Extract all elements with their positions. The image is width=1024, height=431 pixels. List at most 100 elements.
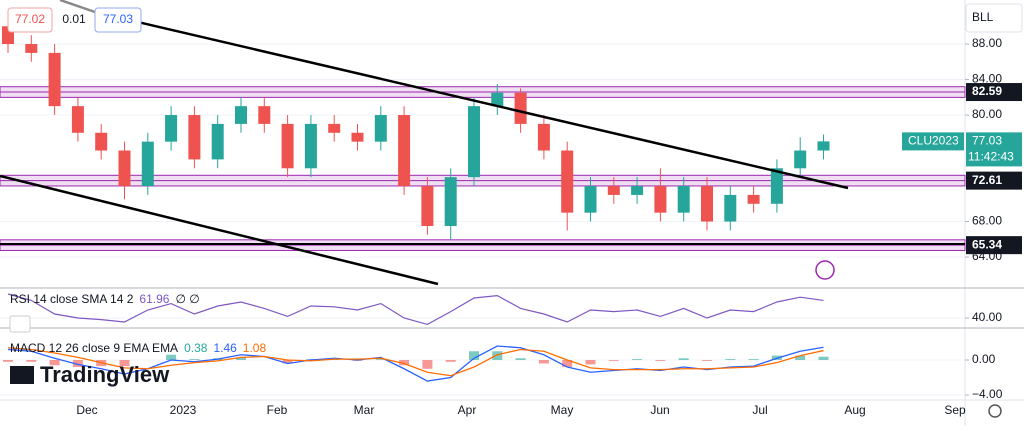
histogram-bar: [189, 359, 200, 361]
candle-body: [211, 123, 224, 160]
histogram-bar: [72, 360, 83, 368]
candle-body: [374, 115, 387, 142]
histogram-bar: [469, 351, 479, 361]
x-tick-label: Apr: [458, 403, 477, 417]
x-tick-label: Feb: [267, 403, 288, 417]
price-label-box: [902, 132, 964, 151]
candle-body: [421, 186, 434, 226]
candle-body: [398, 115, 411, 187]
histogram-bar: [375, 359, 386, 361]
spread: 0.01: [62, 12, 86, 26]
level-label-box: [966, 83, 1022, 102]
macd-label: MACD 12 26 close 9 EMA EMA: [10, 341, 178, 355]
time-label: 11:42:43: [968, 150, 1014, 164]
candle-body: [794, 150, 807, 169]
histogram-bar: [538, 360, 549, 364]
candle-body: [118, 150, 131, 187]
histogram-bar: [515, 358, 526, 361]
histogram-bar: [795, 355, 806, 361]
histogram-bar: [678, 358, 689, 361]
bid-box[interactable]: [7, 7, 53, 33]
histogram-bar: [748, 359, 759, 361]
trendline: [94, 10, 849, 190]
candle-body: [817, 141, 830, 151]
trendline: [59, 0, 96, 14]
candle-body: [537, 123, 550, 151]
level-label: 72.61: [972, 173, 1002, 187]
histogram-bar: [26, 360, 37, 362]
candle-body: [48, 52, 61, 107]
macd-line: [7, 345, 824, 382]
series-value: 1.08: [243, 341, 267, 355]
histogram-bar: [282, 360, 293, 364]
series-value: 1.46: [213, 341, 237, 355]
scale-label: BLL: [972, 10, 994, 24]
candle-body: [165, 115, 178, 142]
candle-body: [235, 106, 247, 124]
last-price: 77.03: [972, 134, 1002, 148]
level-label-box: [966, 236, 1022, 255]
alert-icon[interactable]: [815, 260, 835, 280]
settings-icon[interactable]: [988, 404, 1002, 418]
x-tick-label: Mar: [354, 403, 375, 417]
y-tick-label: 40.00: [972, 310, 1002, 324]
candle-body: [328, 123, 341, 133]
x-tick-label: Jun: [650, 403, 669, 417]
logo-icon: [10, 366, 34, 384]
candle-body: [281, 123, 294, 169]
hist-value: 0.38: [184, 341, 208, 355]
candle-body: [304, 123, 317, 169]
histogram-bar: [702, 360, 712, 361]
y-tick-label: 80.00: [972, 107, 1002, 121]
candle-body: [141, 141, 154, 187]
candle-body: [444, 177, 457, 226]
rsi-line: [7, 293, 824, 326]
candle-body: [724, 194, 737, 222]
candle-body: [701, 186, 713, 222]
y-tick-label: 0.00: [972, 352, 996, 366]
histogram-bar: [655, 360, 666, 361]
histogram-bar: [492, 351, 503, 361]
y-tick-label: −4.00: [972, 387, 1003, 401]
candle-body: [71, 106, 84, 133]
x-tick-label: 2023: [170, 403, 197, 417]
candle-body: [25, 44, 38, 53]
plot-area: [0, 17, 966, 396]
level-label: 82.59: [972, 84, 1002, 98]
scale-button[interactable]: [965, 3, 1023, 33]
x-tick-label: Aug: [844, 403, 865, 417]
x-tick-label: Jul: [752, 403, 767, 417]
rsi-legend: RSI 14 close SMA 14 2 61.96 ∅ ∅: [10, 292, 200, 306]
candle-body: [770, 168, 783, 204]
ask-box[interactable]: [94, 7, 142, 33]
rsi-value: 61.96: [139, 292, 169, 306]
candle-body: [491, 92, 504, 107]
y-tick-label: 88.00: [972, 36, 1002, 50]
candle-body: [584, 186, 597, 213]
ask: 77.03: [103, 12, 133, 26]
x-tick-label: Dec: [76, 403, 97, 417]
histogram-bar: [166, 354, 177, 361]
rsi-label: RSI 14 close SMA 14 2: [10, 292, 134, 306]
candle-body: [258, 106, 271, 124]
histogram-bar: [399, 360, 410, 366]
candle-body: [607, 186, 620, 195]
histogram-bar: [608, 360, 619, 361]
x-tick-label: May: [551, 403, 574, 417]
x-tick-label: Sep: [944, 403, 966, 417]
candle-body: [654, 186, 667, 213]
level-label-box: [966, 171, 1022, 190]
histogram-bar: [49, 360, 60, 366]
macd-legend: MACD 12 26 close 9 EMA EMA 0.38 1.46 1.08: [10, 341, 266, 355]
candle-body: [561, 150, 574, 213]
trendline: [0, 174, 439, 286]
histogram-bar: [632, 359, 643, 361]
candle-body: [677, 186, 690, 213]
histogram-bar: [119, 360, 130, 367]
symbol-label: CLU2023: [908, 134, 959, 148]
rsi-suffix: ∅ ∅: [175, 292, 199, 306]
candle-body: [747, 194, 760, 204]
collapse-button[interactable]: [9, 315, 31, 333]
